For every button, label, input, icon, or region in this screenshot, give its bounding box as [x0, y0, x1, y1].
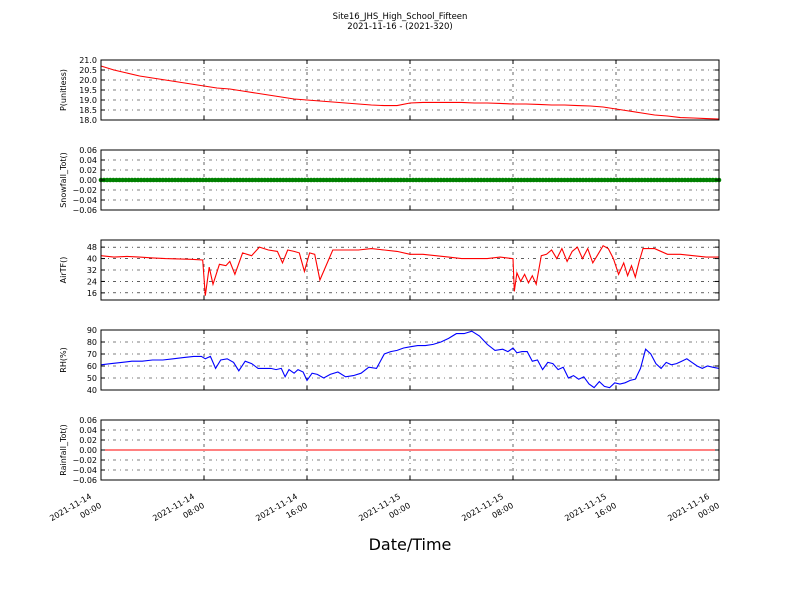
- y-tick-label: 0.04: [79, 426, 97, 435]
- y-tick-label: 19.0: [79, 96, 97, 105]
- y-tick-label: 18.0: [79, 116, 97, 125]
- y-axis-label: Snowfall_Tot(): [59, 152, 68, 208]
- chart-title-line1: Site16_JHS_High_School_Fifteen: [333, 12, 468, 22]
- series-line-rh: [100, 330, 720, 389]
- y-tick-label: 60: [87, 362, 97, 371]
- panel-rh: 40 50 60 70 80 90 RH(%): [59, 326, 720, 395]
- x-axis-label: Date/Time: [369, 535, 452, 554]
- y-tick-label: −0.02: [72, 456, 97, 465]
- y-tick-label: 24: [87, 277, 97, 286]
- series-line-p: [100, 65, 720, 120]
- panel-p: 18.018.519.019.520.020.521.0 P(unitless): [59, 56, 720, 125]
- y-tick-label: 80: [87, 338, 97, 347]
- y-axis-label: Rainfall_Tot(): [59, 424, 68, 476]
- y-tick-label: −0.06: [72, 206, 97, 215]
- y-tick-label: 0.02: [79, 436, 97, 445]
- y-tick-label: −0.04: [72, 466, 97, 475]
- y-tick-label: 48: [87, 243, 97, 252]
- y-tick-label: 0.06: [79, 146, 97, 155]
- y-tick-label: 90: [87, 326, 97, 335]
- y-tick-label: 0.06: [79, 416, 97, 425]
- y-axis-label: AirTF(): [59, 257, 68, 284]
- y-tick-label: −0.06: [72, 476, 97, 485]
- y-tick-label: 0.04: [79, 156, 97, 165]
- panel-airtf: 16 24 32 40 48 AirTF(): [59, 239, 720, 301]
- y-tick-label: 32: [87, 266, 97, 275]
- series-line-airtf: [100, 244, 719, 296]
- y-tick-label: 0.00: [79, 176, 97, 185]
- y-axis-label: RH(%): [59, 347, 68, 372]
- y-tick-label: 19.5: [79, 86, 97, 95]
- panels: 18.018.519.019.520.020.521.0 P(unitless) −…: [59, 56, 722, 485]
- y-tick-label: 40: [87, 386, 97, 395]
- panel-snowfall: −0.06−0.04−0.020.000.020.040.06 Snowfall_…: [59, 146, 722, 215]
- y-tick-label: 18.5: [79, 106, 97, 115]
- y-tick-label: 20.0: [79, 76, 97, 85]
- y-tick-label: −0.02: [72, 186, 97, 195]
- y-tick-label: 16: [87, 289, 97, 298]
- y-tick-label: 0.02: [79, 166, 97, 175]
- y-tick-label: 0.00: [79, 446, 97, 455]
- y-tick-label: 40: [87, 255, 97, 264]
- y-tick-label: 20.5: [79, 66, 97, 75]
- y-tick-label: 50: [87, 374, 97, 383]
- y-axis-label: P(unitless): [59, 69, 68, 111]
- y-tick-label: 70: [87, 350, 97, 359]
- chart-title-line2: 2021-11-16 - (2021-320): [347, 22, 452, 32]
- panel-rainfall: −0.06−0.04−0.020.000.020.040.06 Rainfall_…: [59, 416, 720, 485]
- y-tick-label: 21.0: [79, 56, 97, 65]
- y-tick-label: −0.04: [72, 196, 97, 205]
